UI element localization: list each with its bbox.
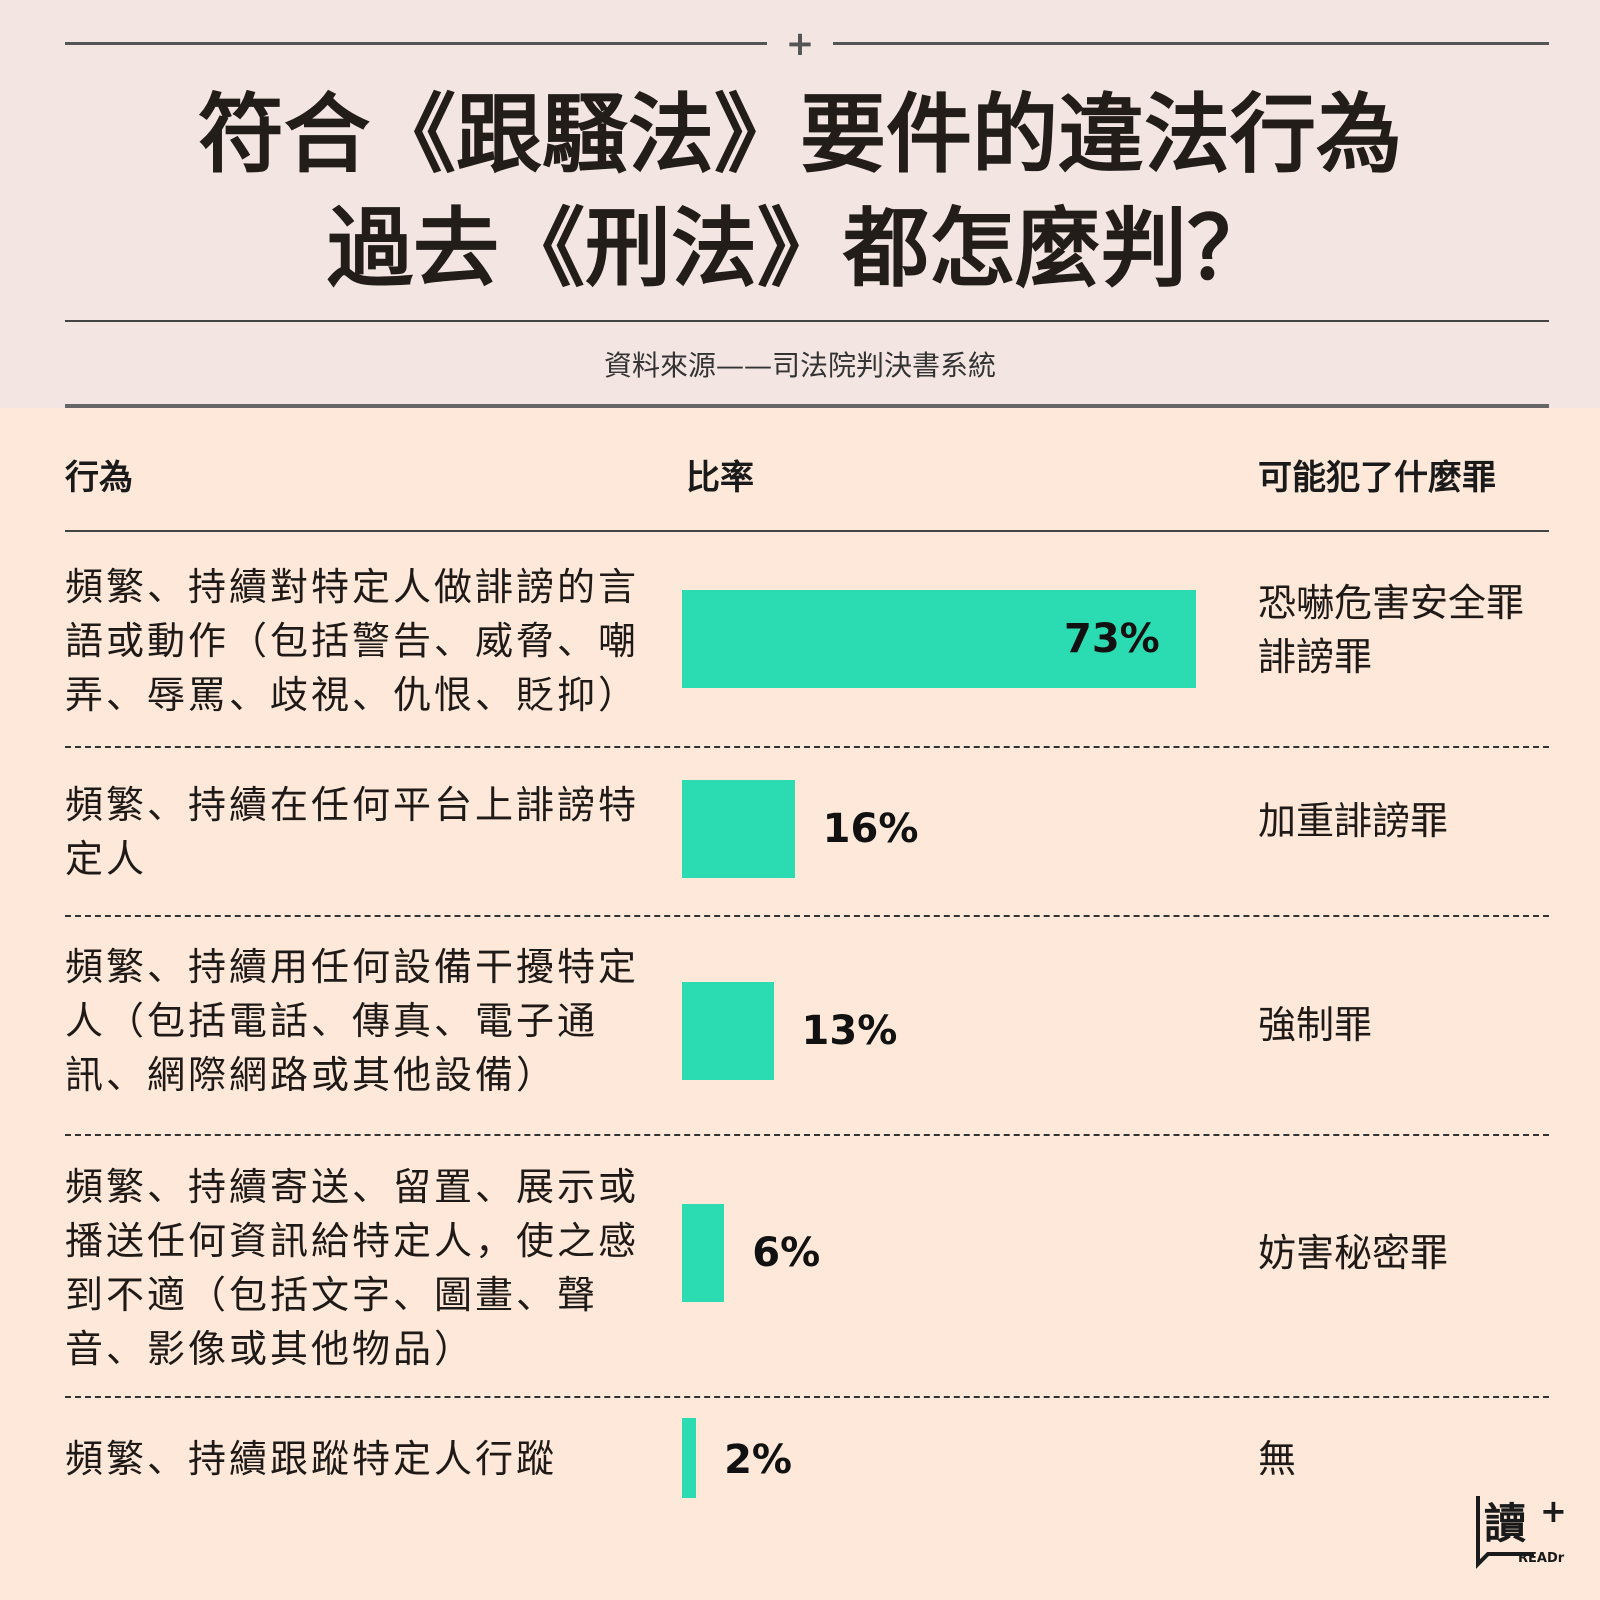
bar-value-label: 73%	[1064, 616, 1160, 662]
crime-text: 加重誹謗罪	[1258, 794, 1558, 848]
crime-text: 無	[1258, 1432, 1558, 1486]
row-divider	[65, 1396, 1549, 1398]
bar	[682, 982, 774, 1080]
divider	[65, 530, 1549, 532]
crime-line: 加重誹謗罪	[1258, 799, 1449, 843]
bar-value-label: 2%	[724, 1437, 792, 1483]
chart-title: 符合《跟騷法》要件的違法行為 過去《刑法》都怎麼判？	[0, 78, 1600, 306]
crime-text: 妨害秘密罪	[1258, 1226, 1558, 1280]
row-divider	[65, 915, 1549, 917]
logo-plus: +	[1540, 1492, 1567, 1530]
behavior-text: 頻繁、持續跟蹤特定人行蹤	[65, 1437, 558, 1481]
bar-value-label: 13%	[801, 1008, 898, 1054]
bar	[682, 780, 795, 878]
plus-icon: +	[785, 24, 815, 64]
column-header-rate: 比率	[686, 458, 754, 498]
crime-line: 妨害秘密罪	[1258, 1231, 1449, 1275]
behavior-text: 頻繁、持續用任何設備干擾特定人（包括電話、傳真、電子通訊、網際網路或其他設備）	[65, 945, 640, 1097]
top-rule	[833, 42, 1549, 45]
row-divider	[65, 1134, 1549, 1136]
source-note: 資料來源——司法院判決書系統	[603, 349, 996, 382]
behavior-text: 頻繁、持續在任何平台上誹謗特定人	[65, 783, 640, 881]
divider	[65, 320, 1549, 322]
crime-line: 強制罪	[1258, 1003, 1373, 1047]
title-line-1: 符合《跟騷法》要件的違法行為	[198, 84, 1402, 185]
logo-text: READr	[1518, 1551, 1565, 1566]
crime-line: 恐嚇危害安全罪	[1258, 581, 1525, 625]
header-band	[0, 0, 1600, 408]
crime-line: 誹謗罪	[1258, 635, 1373, 679]
row-divider	[65, 746, 1549, 748]
bar	[682, 1204, 725, 1302]
top-rule	[65, 42, 767, 45]
behavior-text: 頻繁、持續寄送、留置、展示或播送任何資訊給特定人，使之感到不適（包括文字、圖畫、…	[65, 1165, 640, 1371]
crime-line: 無	[1258, 1437, 1297, 1481]
logo-glyph: 讀	[1484, 1499, 1526, 1548]
bar-value-label: 6%	[752, 1230, 821, 1276]
bar	[682, 1418, 697, 1498]
readr-logo: 讀 + READr	[1474, 1492, 1570, 1572]
column-header-behavior: 行為	[65, 458, 133, 498]
behavior-text: 頻繁、持續對特定人做誹謗的言語或動作（包括警告、威脅、嘲弄、辱罵、歧視、仇恨、貶…	[65, 565, 640, 717]
bar-value-label: 16%	[822, 806, 919, 852]
readr-logo-icon: 讀 + READr	[1476, 1492, 1567, 1569]
crime-text: 恐嚇危害安全罪 誹謗罪	[1258, 576, 1558, 684]
bar	[682, 590, 1196, 688]
column-header-crime: 可能犯了什麼罪	[1258, 458, 1496, 498]
crime-text: 強制罪	[1258, 998, 1558, 1052]
title-line-2: 過去《刑法》都怎麼判？	[327, 198, 1273, 299]
divider	[65, 404, 1549, 408]
